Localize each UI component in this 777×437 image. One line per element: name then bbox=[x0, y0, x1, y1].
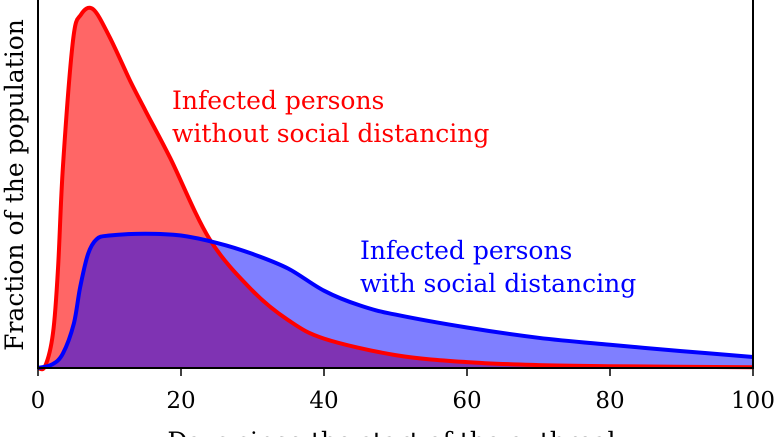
axes-frame bbox=[37, 0, 754, 369]
axes bbox=[37, 0, 754, 369]
area-with-distancing bbox=[38, 233, 753, 368]
x-tick-label: 20 bbox=[166, 388, 195, 414]
annotation-red-line2: without social distancing bbox=[172, 119, 489, 148]
annotation-blue-line1: Infected persons bbox=[360, 236, 572, 265]
line-with-distancing bbox=[37, 231, 754, 370]
x-tick-label: 60 bbox=[452, 388, 481, 414]
x-tick-label: 100 bbox=[731, 388, 775, 414]
x-ticks: 0 20 40 60 80 100 bbox=[31, 368, 775, 414]
x-tick-label: 0 bbox=[31, 388, 46, 414]
annotation-red-line1: Infected persons bbox=[172, 86, 384, 115]
x-tick-label: 40 bbox=[309, 388, 338, 414]
x-axis-label: Days since the start of the outbreak bbox=[167, 427, 623, 437]
plot-area bbox=[37, 5, 754, 372]
y-axis-label: Fraction of the population bbox=[0, 19, 29, 351]
x-tick-label: 80 bbox=[595, 388, 624, 414]
annotation-blue-line2: with social distancing bbox=[360, 269, 636, 298]
line-without-distancing bbox=[37, 5, 754, 372]
